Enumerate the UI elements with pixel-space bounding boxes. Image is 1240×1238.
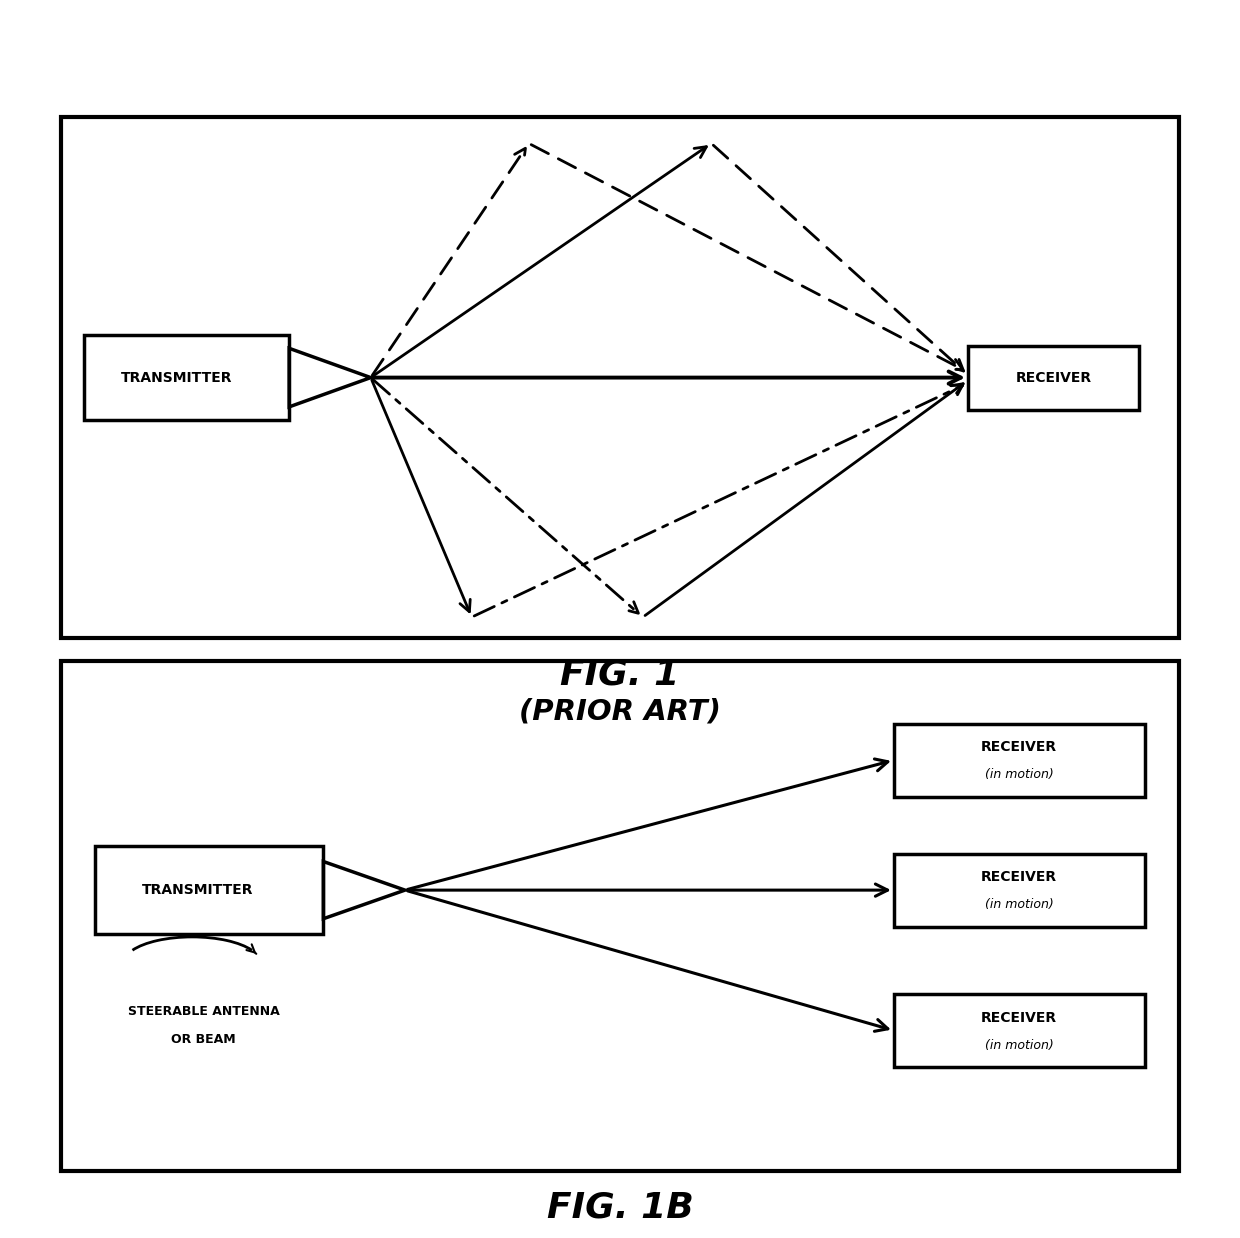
- Text: FIG. 1: FIG. 1: [560, 657, 680, 692]
- Text: (in motion): (in motion): [985, 1039, 1054, 1051]
- Text: (in motion): (in motion): [985, 899, 1054, 911]
- Text: RECEIVER: RECEIVER: [981, 870, 1058, 884]
- Text: TRANSMITTER: TRANSMITTER: [120, 370, 232, 385]
- Bar: [84, 335, 289, 420]
- Bar: [894, 854, 1145, 926]
- Text: (in motion): (in motion): [985, 769, 1054, 781]
- Text: (PRIOR ART): (PRIOR ART): [520, 698, 720, 725]
- Bar: [968, 345, 1140, 410]
- Text: RECEIVER: RECEIVER: [981, 740, 1058, 754]
- Bar: [894, 994, 1145, 1067]
- Text: RECEIVER: RECEIVER: [981, 1010, 1058, 1025]
- Text: STEERABLE ANTENNA: STEERABLE ANTENNA: [128, 1004, 279, 1018]
- Text: TRANSMITTER: TRANSMITTER: [143, 883, 254, 898]
- Text: FIG. 1B: FIG. 1B: [547, 1190, 693, 1224]
- Bar: [95, 846, 324, 935]
- Text: RECEIVER: RECEIVER: [1016, 370, 1091, 385]
- Text: OR BEAM: OR BEAM: [171, 1032, 236, 1046]
- Bar: [894, 724, 1145, 796]
